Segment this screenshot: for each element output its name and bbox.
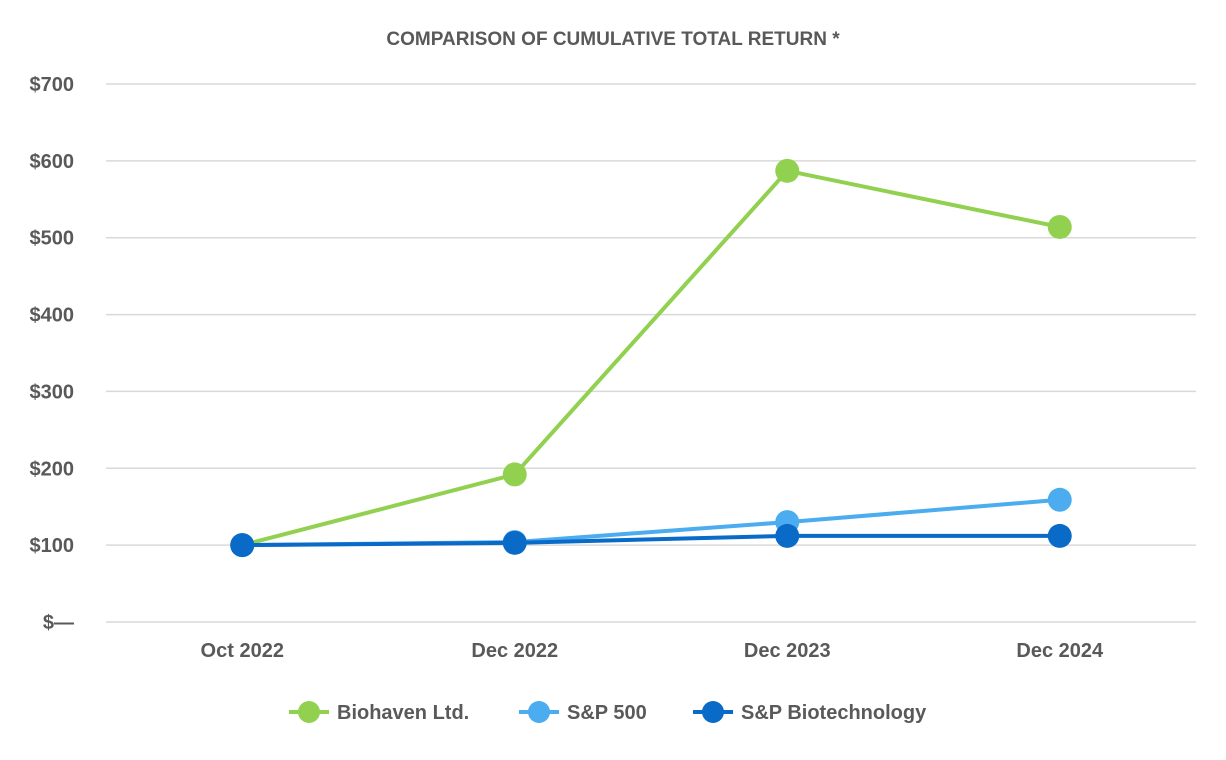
x-tick-label: Dec 2024: [1016, 640, 1104, 662]
legend-label: S&P Biotechnology: [741, 702, 927, 724]
data-point: [1047, 214, 1072, 239]
data-point: [230, 533, 255, 558]
data-point: [775, 158, 800, 183]
y-tick-label: $700: [30, 74, 75, 96]
series-lines: [230, 158, 1072, 558]
legend-item: Biohaven Ltd.: [289, 701, 469, 724]
series-line: [241, 168, 1061, 548]
y-tick-label: $600: [30, 151, 75, 173]
x-tick-label: Oct 2022: [201, 640, 284, 662]
y-tick-label: $—: [43, 612, 74, 634]
legend-label: S&P 500: [567, 702, 647, 724]
series-1: [230, 487, 1072, 558]
data-point: [775, 523, 800, 548]
data-point: [502, 530, 527, 555]
legend-label: Biohaven Ltd.: [337, 702, 469, 724]
legend-marker-swatch: [528, 701, 550, 723]
series-line: [242, 533, 1060, 548]
legend-item: S&P Biotechnology: [693, 701, 927, 724]
legend-marker-swatch: [702, 701, 724, 723]
y-axis-tick-labels: $— $100 $200 $300 $400 $500 $600 $700: [30, 74, 75, 634]
y-tick-label: $300: [30, 381, 75, 403]
y-tick-label: $400: [30, 305, 75, 327]
x-tick-label: Dec 2022: [471, 640, 558, 662]
y-tick-label: $500: [30, 228, 75, 250]
y-tick-label: $200: [30, 458, 75, 480]
legend-marker-swatch: [298, 701, 320, 723]
chart-title: COMPARISON OF CUMULATIVE TOTAL RETURN *: [386, 29, 840, 50]
x-tick-label: Dec 2023: [744, 640, 831, 662]
data-point: [502, 462, 527, 487]
data-point: [1047, 523, 1072, 548]
series-0: [230, 158, 1072, 558]
legend: Biohaven Ltd. S&P 500 S&P Biotechnology: [289, 701, 927, 724]
x-axis-tick-labels: Oct 2022 Dec 2022 Dec 2023 Dec 2024: [201, 640, 1104, 662]
legend-item: S&P 500: [519, 701, 647, 724]
y-tick-label: $100: [30, 535, 75, 557]
series-2: [230, 523, 1072, 558]
data-point: [1047, 487, 1072, 512]
